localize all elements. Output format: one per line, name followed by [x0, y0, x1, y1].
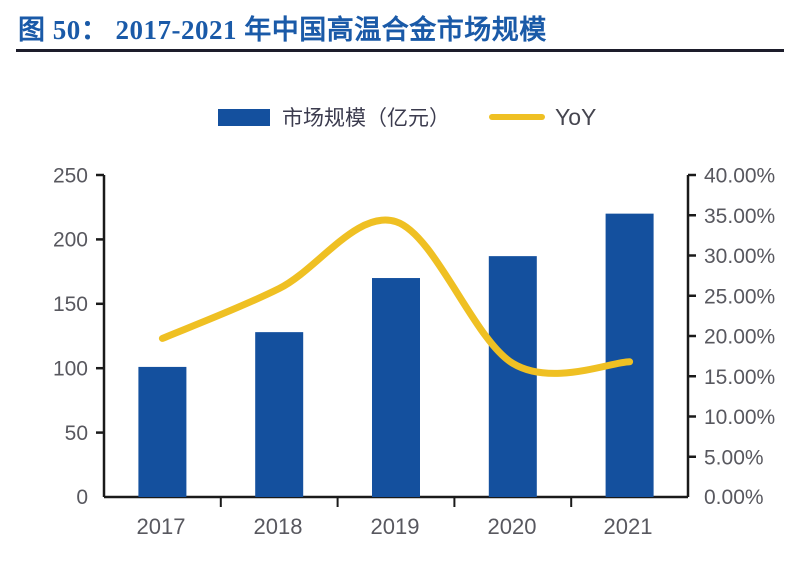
bar-2020 [488, 256, 537, 497]
title-divider [16, 49, 784, 52]
legend-item-market-size: 市场规模（亿元） [218, 96, 450, 138]
legend-label-market-size: 市场规模（亿元） [282, 106, 450, 130]
x-axis-ticks [219, 497, 573, 507]
legend-label-yoy: YoY [555, 103, 597, 130]
right-axis-tick-labels: 0.00% 5.00% 10.00% 15.00% 20.00% 25.00% … [704, 165, 775, 510]
right-tick-20: 20.00% [704, 326, 775, 349]
right-tick-25: 25.00% [704, 285, 775, 308]
chart-title-block: 图 50： 2017-2021 年中国高温合金市场规模 [0, 0, 800, 56]
bar-series [138, 213, 654, 497]
right-tick-5: 5.00% [704, 446, 764, 469]
right-tick-10: 10.00% [704, 406, 775, 429]
x-tick-2019: 2019 [371, 514, 420, 539]
left-tick-250: 250 [53, 165, 88, 188]
left-axis-ticks [96, 173, 104, 434]
left-tick-50: 50 [65, 422, 88, 445]
left-tick-100: 100 [53, 358, 88, 381]
legend-line-swatch-icon [489, 114, 545, 120]
x-tick-2017: 2017 [137, 514, 186, 539]
right-axis-ticks [688, 173, 696, 458]
legend-item-yoy: YoY [489, 96, 596, 138]
bar-2018 [255, 332, 304, 497]
x-axis-tick-labels: 2017 2018 2019 2020 2021 [137, 514, 653, 539]
chart-legend: 市场规模（亿元） YoY [0, 96, 800, 138]
chart-svg: 0 50 100 150 200 250 0.00% 5.00% 10.00% … [53, 165, 775, 540]
bar-2019 [372, 278, 420, 497]
right-tick-0: 0.00% [704, 486, 764, 509]
left-axis-tick-labels: 0 50 100 150 200 250 [53, 165, 88, 510]
x-tick-2021: 2021 [604, 514, 653, 539]
legend-bar-swatch-icon [218, 108, 270, 126]
yoy-line-path [158, 216, 634, 377]
bar-2021 [605, 213, 654, 497]
plot-area: 0 50 100 150 200 250 0.00% 5.00% 10.00% … [0, 150, 800, 574]
right-tick-35: 35.00% [704, 205, 775, 228]
x-tick-2018: 2018 [254, 514, 303, 539]
x-tick-2020: 2020 [488, 514, 537, 539]
right-tick-15: 15.00% [704, 366, 775, 389]
left-tick-150: 150 [53, 293, 88, 316]
yoy-line-series [158, 216, 634, 377]
left-tick-200: 200 [53, 229, 88, 252]
bar-2017 [138, 366, 187, 497]
right-tick-40: 40.00% [704, 165, 775, 188]
left-tick-0: 0 [76, 486, 88, 509]
right-tick-30: 30.00% [704, 245, 775, 268]
page-title: 图 50： 2017-2021 年中国高温合金市场规模 [18, 15, 547, 45]
